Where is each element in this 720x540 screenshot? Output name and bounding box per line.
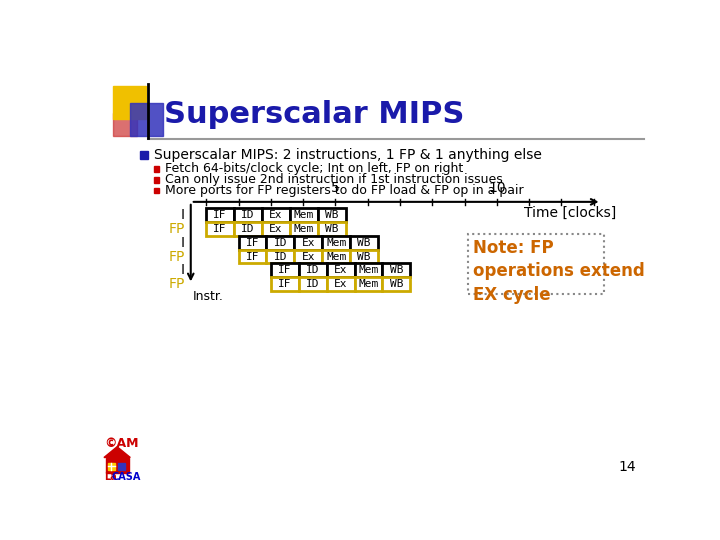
Text: 10: 10 bbox=[488, 181, 505, 195]
Text: IF: IF bbox=[246, 238, 259, 248]
Bar bbox=[294, 236, 323, 249]
Bar bbox=[354, 278, 382, 291]
Text: ID: ID bbox=[241, 224, 255, 234]
Text: ID: ID bbox=[241, 210, 255, 220]
Bar bbox=[238, 236, 266, 249]
Bar bbox=[323, 236, 350, 249]
Text: Mem: Mem bbox=[326, 252, 346, 261]
Bar bbox=[290, 208, 318, 222]
Text: FP: FP bbox=[168, 277, 184, 291]
Bar bbox=[153, 166, 159, 172]
Text: FP: FP bbox=[168, 249, 184, 264]
Text: ID: ID bbox=[274, 238, 287, 248]
Text: Ex: Ex bbox=[334, 265, 347, 275]
Text: IF: IF bbox=[213, 224, 227, 234]
Text: Mem: Mem bbox=[359, 279, 379, 289]
Text: WB: WB bbox=[390, 265, 403, 275]
Text: Mem: Mem bbox=[359, 265, 379, 275]
Text: Fetch 64-bits/clock cycle; Int on left, FP on right: Fetch 64-bits/clock cycle; Int on left, … bbox=[165, 162, 464, 176]
Bar bbox=[153, 177, 159, 183]
Bar bbox=[262, 208, 290, 222]
Bar bbox=[140, 151, 148, 159]
Bar bbox=[108, 463, 114, 470]
Text: WB: WB bbox=[357, 238, 371, 248]
Bar bbox=[318, 222, 346, 236]
Text: Instr.: Instr. bbox=[192, 289, 223, 302]
Text: WB: WB bbox=[357, 252, 371, 261]
Bar bbox=[299, 264, 327, 278]
Bar bbox=[266, 236, 294, 249]
Text: IF: IF bbox=[246, 252, 259, 261]
Text: Can only issue 2nd instruction if 1st instruction issues: Can only issue 2nd instruction if 1st in… bbox=[165, 173, 503, 186]
Bar bbox=[130, 103, 163, 136]
Text: ©AM: ©AM bbox=[104, 437, 138, 450]
Bar bbox=[318, 208, 346, 222]
Bar bbox=[113, 112, 137, 136]
Bar bbox=[327, 278, 354, 291]
Text: IF: IF bbox=[278, 265, 292, 275]
Bar bbox=[382, 264, 410, 278]
Text: More ports for FP registers to do FP load & FP op in a pair: More ports for FP registers to do FP loa… bbox=[165, 184, 523, 197]
Bar bbox=[118, 463, 125, 470]
Text: Ex: Ex bbox=[269, 210, 283, 220]
Bar bbox=[299, 278, 327, 291]
Text: 14: 14 bbox=[618, 461, 636, 475]
Bar bbox=[323, 249, 350, 264]
Bar bbox=[350, 236, 378, 249]
Text: CASA: CASA bbox=[112, 472, 141, 482]
Bar bbox=[113, 86, 145, 119]
Bar bbox=[234, 208, 262, 222]
Text: I: I bbox=[181, 235, 184, 249]
Text: ID: ID bbox=[306, 265, 320, 275]
Text: WB: WB bbox=[325, 224, 338, 234]
Bar bbox=[271, 278, 299, 291]
Bar bbox=[266, 249, 294, 264]
Text: Superscalar MIPS: Superscalar MIPS bbox=[163, 100, 464, 130]
Text: Ex: Ex bbox=[269, 224, 283, 234]
Text: IF: IF bbox=[278, 279, 292, 289]
Text: IF: IF bbox=[213, 210, 227, 220]
Text: I: I bbox=[181, 208, 184, 222]
Text: Time [clocks]: Time [clocks] bbox=[524, 206, 616, 220]
Bar bbox=[327, 264, 354, 278]
Bar bbox=[234, 222, 262, 236]
Text: FP: FP bbox=[168, 222, 184, 236]
Bar bbox=[271, 264, 299, 278]
Bar bbox=[206, 208, 234, 222]
Text: Mem: Mem bbox=[326, 238, 346, 248]
Text: Ex: Ex bbox=[334, 279, 347, 289]
Text: La: La bbox=[104, 472, 117, 482]
Text: WB: WB bbox=[325, 210, 338, 220]
Text: Ex: Ex bbox=[302, 238, 315, 248]
Text: WB: WB bbox=[390, 279, 403, 289]
Text: Note: FP
operations extend
EX cycle: Note: FP operations extend EX cycle bbox=[473, 239, 644, 304]
Bar bbox=[206, 222, 234, 236]
Text: 5: 5 bbox=[331, 181, 340, 195]
Bar bbox=[153, 188, 159, 193]
Bar bbox=[294, 249, 323, 264]
Text: Superscalar MIPS: 2 instructions, 1 FP & 1 anything else: Superscalar MIPS: 2 instructions, 1 FP &… bbox=[154, 148, 542, 162]
Text: ID: ID bbox=[274, 252, 287, 261]
Bar bbox=[350, 249, 378, 264]
Bar bbox=[354, 264, 382, 278]
Bar bbox=[238, 249, 266, 264]
Text: ID: ID bbox=[306, 279, 320, 289]
Bar bbox=[382, 278, 410, 291]
Text: Mem: Mem bbox=[294, 224, 314, 234]
Bar bbox=[290, 222, 318, 236]
Text: Mem: Mem bbox=[294, 210, 314, 220]
Bar bbox=[106, 457, 129, 473]
Text: I: I bbox=[181, 264, 184, 278]
Text: Ex: Ex bbox=[302, 252, 315, 261]
Bar bbox=[262, 222, 290, 236]
Polygon shape bbox=[104, 447, 130, 457]
Bar bbox=[468, 234, 604, 294]
